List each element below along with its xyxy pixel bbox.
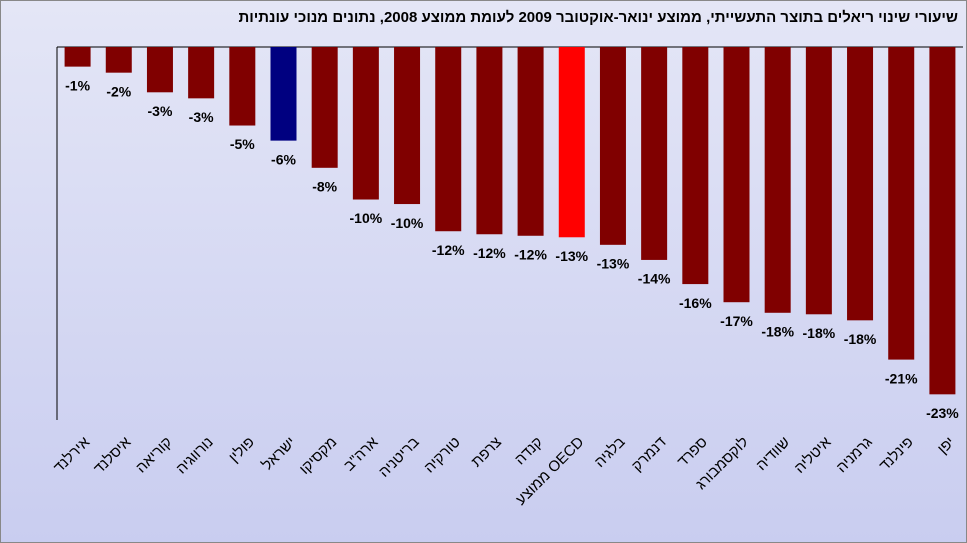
data-label: -10%	[350, 210, 383, 226]
bar	[847, 47, 874, 321]
bar	[764, 47, 791, 313]
bar	[270, 47, 297, 141]
data-label: -8%	[312, 179, 337, 195]
data-label: -13%	[555, 248, 588, 264]
data-label: -21%	[885, 370, 918, 386]
bar	[146, 47, 173, 93]
bar	[476, 47, 503, 235]
data-label: -12%	[514, 246, 547, 262]
bar	[229, 47, 256, 126]
data-label: -6%	[271, 151, 296, 167]
bar	[805, 47, 832, 315]
bar	[558, 47, 585, 238]
data-label: -16%	[679, 295, 712, 311]
data-label: -12%	[432, 242, 465, 258]
bar	[64, 47, 91, 67]
chart-title: שיעורי שינוי ריאלים בתוצר התעשייתי, ממוצ…	[238, 9, 958, 26]
bar	[641, 47, 668, 260]
bar	[188, 47, 215, 99]
bar	[682, 47, 709, 285]
bar	[105, 47, 132, 73]
bar	[723, 47, 750, 303]
data-label: -2%	[106, 83, 131, 99]
data-label: -17%	[720, 313, 753, 329]
data-label: -3%	[189, 109, 214, 125]
bar	[888, 47, 915, 360]
bar	[517, 47, 544, 236]
data-label: -12%	[473, 245, 506, 261]
data-label: -18%	[803, 325, 836, 341]
bar	[352, 47, 379, 200]
data-label: -3%	[148, 103, 173, 119]
data-label: -23%	[926, 405, 959, 421]
bar	[435, 47, 462, 232]
bar	[929, 47, 956, 395]
data-label: -10%	[391, 215, 424, 231]
bar	[599, 47, 626, 245]
bar	[394, 47, 421, 205]
data-label: -14%	[638, 271, 671, 287]
data-label: -18%	[761, 323, 794, 339]
bar	[311, 47, 338, 168]
data-label: -13%	[597, 256, 630, 272]
data-label: -1%	[65, 77, 90, 93]
data-label: -5%	[230, 136, 255, 152]
data-label: -18%	[844, 331, 877, 347]
